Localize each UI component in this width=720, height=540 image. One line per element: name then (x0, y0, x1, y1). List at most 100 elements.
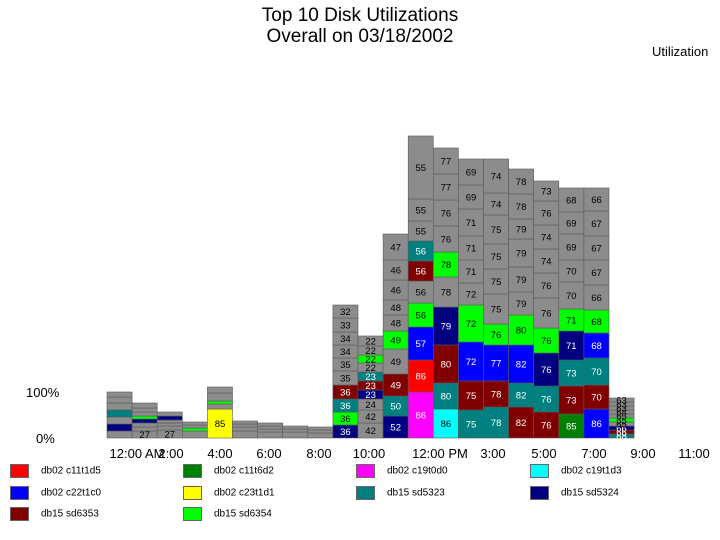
x-tick-labels: 12:00 AM2:00 4:00 6:00 8:00 10:00 12:00 PM 3:0… (110, 446, 710, 461)
bar-18-segment-0 (558, 413, 585, 439)
bar-13-segment-4 (432, 276, 459, 308)
legend-swatch-4 (10, 486, 29, 500)
bar-12-segment-3-label: 56 (416, 311, 427, 322)
y-tick-label-1: 100% (26, 385, 60, 400)
bar-13-segment-0 (432, 408, 459, 439)
bar-14-segment-9 (458, 158, 484, 186)
bar-12-segment-1-label: 86 (416, 372, 427, 383)
bar-5-segment-2 (232, 423, 258, 428)
legend-label-3: db02 c19t1d3 (561, 465, 622, 477)
bar-15-segment-1-label: 78 (491, 390, 502, 401)
bar-18-segment-9-label: 68 (566, 196, 577, 207)
bar-18-segment-3-label: 71 (566, 341, 577, 352)
bar-20-segment-8-label: 63 (616, 400, 627, 411)
bar-17-segment-6 (533, 248, 560, 274)
bar-17-segment-9-label: 73 (541, 187, 552, 198)
bar-16-segment-3 (508, 314, 535, 346)
bar-11-segment-8-label: 46 (390, 266, 401, 277)
bar-15-segment-2 (483, 344, 509, 382)
legend-item-1: db02 c11t6d2 (183, 464, 274, 478)
bar-15-segment-0-label: 78 (491, 418, 502, 429)
bar-12-segment-9-label: 55 (416, 163, 427, 174)
bar-16-segment-2-label: 82 (516, 360, 527, 371)
bar-15-segment-5-label: 75 (491, 277, 502, 288)
bars-layer: 27 27853636363635353434333242422423232322… (106, 135, 635, 443)
legend-swatch-6 (356, 486, 375, 500)
legend-label-0: db02 c11t1d5 (41, 465, 101, 477)
bar-13-segment-6 (432, 225, 459, 253)
bar-0-segment-5 (106, 396, 133, 404)
bar-20-segment-9 (608, 397, 635, 403)
bar-17-segment-5-label: 76 (541, 281, 552, 292)
bar-10-segment-7-label: 22 (365, 355, 376, 366)
bar-1-segment-1 (131, 426, 158, 432)
bar-13-segment-8-label: 77 (441, 183, 452, 194)
legend-label-8: db15 sd6353 (41, 508, 99, 520)
bar-14-segment-6 (458, 235, 484, 261)
bar-19-segment-9 (583, 187, 610, 212)
bar-11-segment-4-label: 49 (390, 336, 401, 347)
bar-20-segment-7-label: 63 (616, 404, 627, 415)
bar-6-segment-1 (257, 428, 284, 433)
bar-12-segment-6-label: 56 (416, 247, 427, 258)
bar-13-segment-3-label: 79 (441, 322, 452, 333)
bar-10-segment-5-label: 23 (365, 372, 376, 383)
bar-0-segment-0 (106, 430, 133, 439)
bar-9-segment-5-label: 35 (340, 360, 351, 371)
bar-5-segment-0 (232, 430, 258, 439)
bar-17-segment-7 (533, 224, 560, 250)
bar-9-segment-9-label: 32 (340, 307, 351, 318)
bar-10-segment-3-label: 23 (365, 390, 376, 401)
bar-14-segment-4-label: 72 (466, 290, 477, 301)
bar-14-segment-3 (458, 304, 484, 343)
legend-swatch-1 (183, 464, 202, 478)
bar-0-segment-4 (106, 402, 133, 411)
x-tick-label-7: 3:00 (480, 446, 505, 461)
bar-14-segment-8-label: 69 (466, 193, 477, 204)
legend-label-1: db02 c11t6d2 (214, 465, 274, 477)
x-tick-label-3: 6:00 (256, 446, 281, 461)
legend-item-4: db02 c22t1c0 (10, 486, 101, 500)
x-tick-label-10: 9:00 (630, 446, 655, 461)
bar-6-segment-3 (257, 422, 284, 427)
bar-10-segment-0-label: 42 (365, 426, 376, 437)
bar-2-segment-0-label: 27 (165, 430, 176, 441)
bar-13-segment-5-label: 78 (441, 260, 452, 271)
bar-4-segment-4 (207, 386, 233, 394)
bar-10-segment-8-label: 22 (365, 346, 376, 357)
bar-11-segment-3 (382, 348, 409, 375)
legend-label-2: db02 c19t0d0 (387, 465, 448, 477)
bar-14-segment-0-label: 75 (466, 420, 477, 431)
bar-13-segment-7-label: 76 (441, 209, 452, 220)
legend-swatch-3 (530, 464, 549, 478)
bar-11-segment-6-label: 48 (390, 303, 401, 314)
bar-4-segment-0 (207, 408, 233, 439)
bar-9-segment-6-label: 34 (340, 347, 351, 358)
bar-19-segment-3-label: 68 (591, 341, 602, 352)
bar-20-segment-4-label: 65 (616, 416, 627, 427)
bar-14-segment-5-label: 71 (466, 267, 477, 278)
bar-4-segment-0-label: 85 (215, 419, 226, 430)
bar-17-segment-0-label: 76 (541, 421, 552, 432)
bar-9-segment-4-label: 35 (340, 374, 351, 385)
legend-item-2: db02 c19t0d0 (356, 464, 448, 478)
bar-0-segment-3 (106, 409, 133, 418)
y-tick-label-0: 0% (36, 431, 55, 446)
bar-9-segment-3-label: 36 (340, 388, 351, 399)
bar-14-segment-9-label: 69 (466, 168, 477, 179)
x-tick-label-0: 12:00 AM (110, 446, 165, 461)
bar-16-segment-9-label: 78 (516, 177, 527, 188)
bar-19-segment-8-label: 67 (591, 219, 602, 230)
bar-14-segment-1-label: 75 (466, 391, 477, 402)
bar-16-segment-0 (508, 406, 535, 439)
bar-2-segment-4 (156, 415, 183, 421)
legend-swatch-9 (183, 507, 202, 521)
bar-17-segment-4 (533, 297, 560, 329)
bar-10-segment-1-label: 42 (365, 412, 376, 423)
bar-9-segment-1-label: 36 (340, 414, 351, 425)
bar-2-segment-5 (156, 411, 183, 417)
bar-20-segment-0-label: 68 (616, 432, 627, 443)
bar-13-segment-7 (432, 199, 459, 227)
bar-16-segment-1 (508, 382, 535, 408)
